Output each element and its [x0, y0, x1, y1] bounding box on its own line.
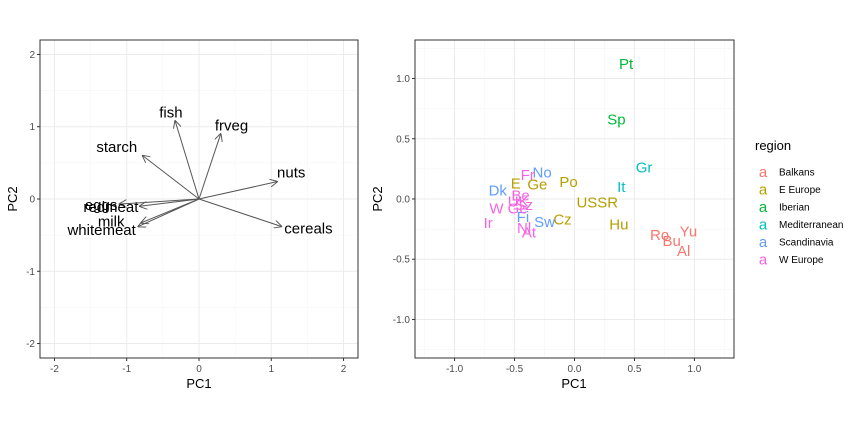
score-label-Be: Be [511, 187, 529, 204]
score-label-W-Ge: W Ge [489, 201, 527, 218]
legend-key-glyph: a [759, 182, 768, 199]
score-label-Ro: Ro [650, 227, 669, 244]
y-tick-label: 0 [29, 195, 35, 206]
x-tick-label: 0.0 [568, 364, 582, 375]
loading-label-cereals: cereals [284, 221, 332, 238]
loadings-arrows [120, 121, 282, 227]
y-tick-label: -0.5 [393, 255, 411, 266]
loading-arrow-whitemeat [138, 198, 200, 226]
loading-arrow-redmeat [140, 198, 200, 206]
score-label-Sw: Sw [534, 214, 555, 231]
score-label-Cz: Cz [553, 211, 571, 228]
x-tick-label: -0.5 [506, 364, 524, 375]
loading-arrow-eggs [120, 198, 200, 204]
score-label-Po: Po [559, 174, 577, 191]
score-label-Gr: Gr [636, 160, 653, 177]
region-legend: region a Balkans a E Europe a Iberian a Mediter… [755, 138, 843, 269]
legend-label-e-europe: E Europe [779, 185, 821, 196]
loadings-y-axis-title: PC2 [5, 186, 20, 211]
loadings-panel: fish frveg starch nuts eggsredmeatmilkwhitem… [5, 39, 359, 391]
score-label-Fi: Fi [517, 209, 530, 226]
loading-arrow-starch [143, 156, 200, 200]
legend-label-iberian: Iberian [779, 203, 810, 214]
score-label-Dk: Dk [489, 183, 508, 200]
x-tick-label: 0 [196, 364, 202, 375]
loadings-arrow-labels: fish frveg starch nuts eggsredmeatmilkwhitem… [66, 104, 332, 239]
y-tick-label: -1.0 [393, 315, 411, 326]
loading-label-starch: starch [96, 139, 137, 156]
legend-key-glyph: a [759, 252, 768, 269]
legend-key-glyph: a [759, 217, 768, 234]
loadings-y-ticks: -2 -1 0 1 2 [26, 50, 40, 350]
loading-label-fish: fish [159, 104, 182, 121]
y-tick-label: 1.0 [396, 74, 410, 85]
loading-arrow-fish [175, 121, 200, 200]
score-label-Bu: Bu [662, 233, 680, 250]
legend-key-glyph: a [759, 234, 768, 251]
loading-label-eggs: eggs [85, 197, 118, 214]
score-label-Ir: Ir [484, 215, 493, 232]
legend-title: region [755, 138, 791, 153]
x-tick-label: -2 [50, 364, 59, 375]
y-tick-label: -1 [26, 267, 35, 278]
scores-x-ticks: -1.0 -0.5 0.0 0.5 1.0 [446, 358, 702, 375]
scores-gridlines [415, 40, 734, 358]
legend-label-balkans: Balkans [779, 168, 815, 179]
x-tick-label: -1.0 [446, 364, 464, 375]
score-label-Pt: Pt [619, 56, 634, 73]
score-label-Fr: Fr [521, 167, 535, 184]
score-label-It: It [617, 179, 626, 196]
loading-label-nuts: nuts [277, 164, 305, 181]
scores-y-axis-title: PC2 [370, 186, 385, 211]
x-tick-label: 0.5 [628, 364, 642, 375]
legend-label-w-europe: W Europe [779, 255, 824, 266]
score-label-Nl: Nl [517, 220, 531, 237]
loading-label-redmeat: redmeat [83, 199, 139, 216]
y-tick-label: 0.5 [396, 134, 410, 145]
score-label-UK: UK [508, 193, 529, 210]
y-tick-label: 2 [29, 50, 35, 61]
legend-key-glyph: a [759, 199, 768, 216]
scores-y-ticks: -1.0 -0.5 0.0 0.5 1.0 [393, 74, 415, 326]
score-label-Yu: Yu [680, 224, 698, 241]
score-label-No: No [533, 165, 552, 182]
y-tick-label: 0.0 [396, 195, 410, 206]
y-tick-label: 1 [29, 122, 35, 133]
score-label-Hu: Hu [609, 216, 628, 233]
loading-arrow-frveg [198, 134, 221, 200]
loading-arrow-cereals [198, 198, 281, 226]
legend-label-scandinavia: Scandinavia [779, 238, 834, 249]
loadings-x-ticks: -2 -1 0 1 2 [50, 358, 347, 375]
loading-label-whitemeat: whitemeat [66, 222, 136, 239]
x-tick-label: 2 [341, 364, 347, 375]
legend-label-mediterranean: Mediterranean [779, 220, 843, 231]
loadings-x-axis-title: PC1 [186, 376, 211, 391]
loading-arrow-nuts [198, 182, 277, 200]
loading-label-milk: milk [98, 213, 125, 230]
score-label-Al: Al [677, 243, 690, 260]
score-label-Ge: Ge [527, 177, 547, 194]
score-label-At: At [522, 225, 537, 242]
x-tick-label: -1 [122, 364, 131, 375]
score-label-USSR: USSR [576, 195, 618, 212]
legend-items: a Balkans a E Europe a Iberian a Mediterranean a… [759, 164, 844, 269]
y-tick-label: -2 [26, 339, 35, 350]
x-tick-label: 1.0 [687, 364, 701, 375]
legend-key-glyph: a [759, 164, 768, 181]
score-label-E: E [511, 175, 521, 192]
x-tick-label: 1 [268, 364, 274, 375]
score-label-Sp: Sp [607, 112, 625, 129]
scores-x-axis-title: PC1 [561, 376, 586, 391]
loading-label-frveg: frveg [215, 117, 248, 134]
score-label-Sz: Sz [515, 197, 533, 214]
